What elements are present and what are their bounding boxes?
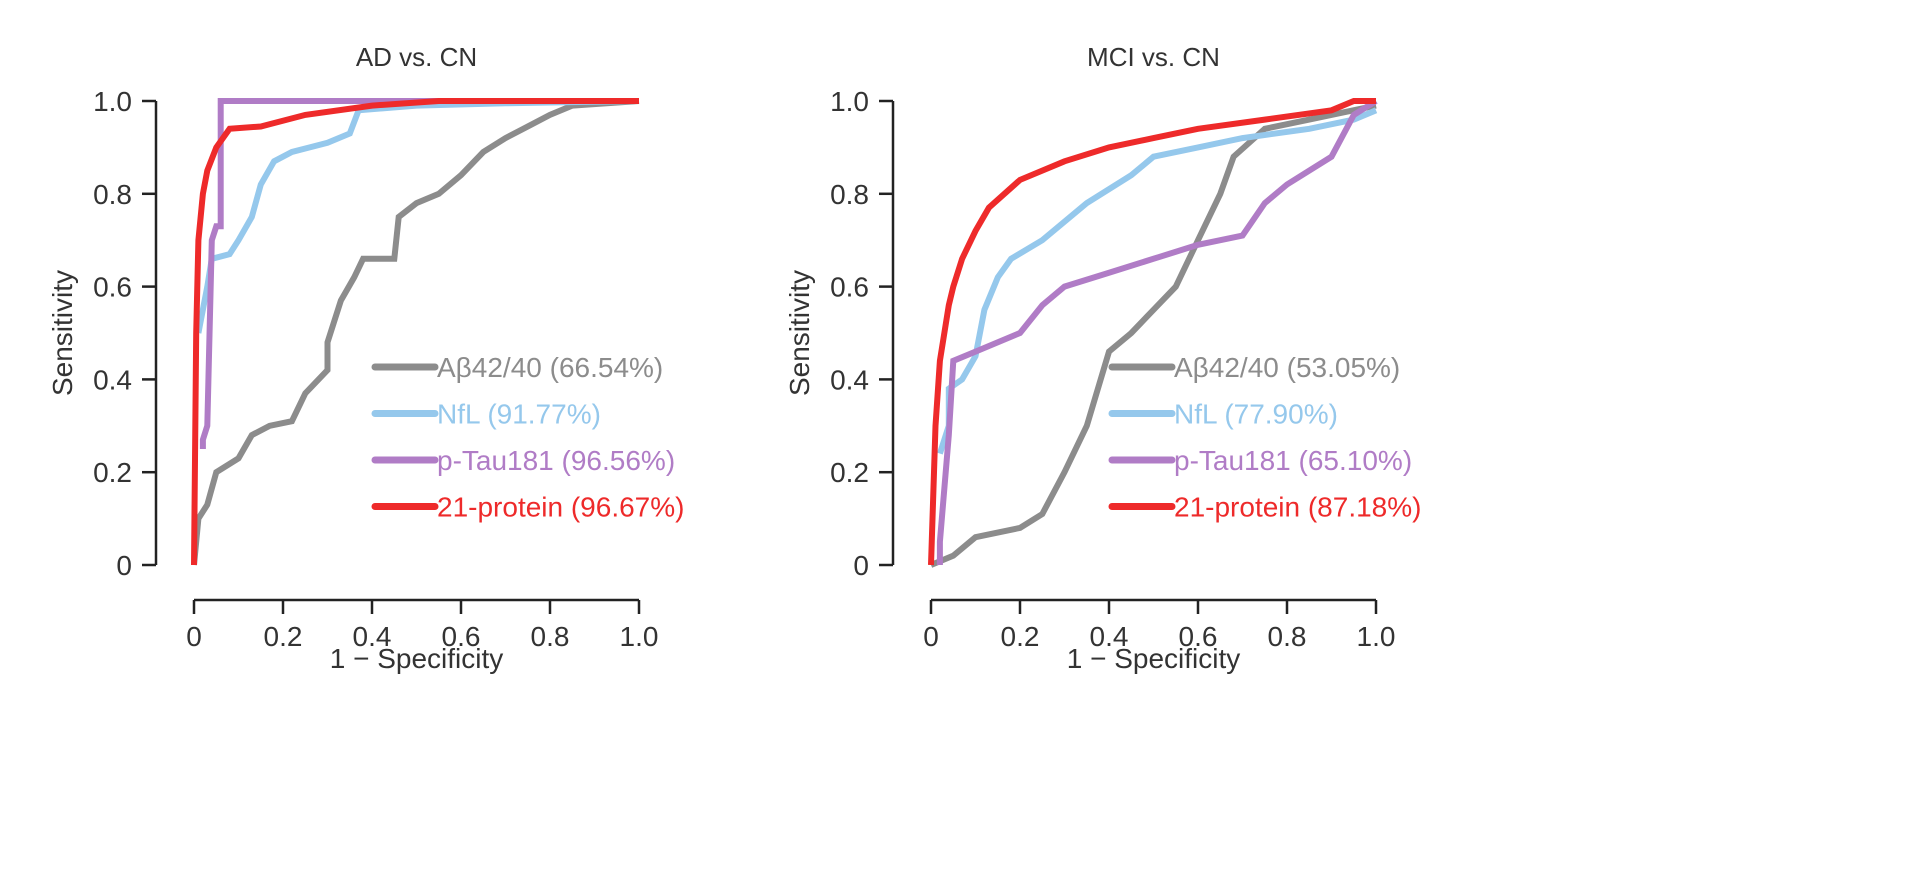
x-tick-label: 0.4 <box>1090 621 1129 652</box>
series-line-1 <box>195 98 640 334</box>
y-tick-label: 0.2 <box>93 457 132 488</box>
x-tick-label: 0.2 <box>1001 621 1040 652</box>
x-tick-label: 0.6 <box>1179 621 1218 652</box>
x-tick-label: 0.6 <box>442 621 481 652</box>
chart-panel-1: MCI vs. CN 0 0.2 0.4 0.6 0.8 1.0 0 0.2 0.4 0.6 0.8 1… <box>784 42 1421 674</box>
x-tick-label: 0.4 <box>353 621 392 652</box>
y-axis-label: Sensitivity <box>47 270 78 396</box>
y-tick-label: 0.6 <box>830 272 869 303</box>
legend-label: 21-protein (87.18%) <box>1174 492 1421 523</box>
x-axis-label: 1 − Specificity <box>1067 643 1241 674</box>
series-line-1 <box>937 107 1378 455</box>
chart-panel-0: AD vs. CN 0 0.2 0.4 0.6 0.8 1.0 0 0.2 0.4 0.6 0.8 1.… <box>47 42 684 674</box>
y-tick-label: 0.6 <box>93 272 132 303</box>
y-tick-label: 0 <box>853 550 869 581</box>
legend-label: NfL (91.77%) <box>437 399 601 430</box>
series-line-0 <box>929 102 1377 568</box>
y-tick-label: 1.0 <box>830 86 869 117</box>
legend-label: p-Tau181 (65.10%) <box>1174 445 1412 476</box>
series-line-2 <box>936 98 1378 565</box>
x-tick-label: 0.2 <box>264 621 303 652</box>
y-tick-label: 0.2 <box>830 457 869 488</box>
x-tick-label: 0.8 <box>1268 621 1307 652</box>
x-tick-label: 0.8 <box>531 621 570 652</box>
x-tick-label: 1.0 <box>1357 621 1396 652</box>
legend-label: Aβ42/40 (53.05%) <box>1174 352 1400 383</box>
legend-label: NfL (77.90%) <box>1174 399 1338 430</box>
y-tick-label: 0 <box>116 550 132 581</box>
legend-label: Aβ42/40 (66.54%) <box>437 352 663 383</box>
series-line-0 <box>191 98 640 566</box>
legend-label: p-Tau181 (96.56%) <box>437 445 675 476</box>
series-line-3 <box>928 98 1376 566</box>
y-tick-label: 0.8 <box>830 179 869 210</box>
series-line-3 <box>191 98 639 566</box>
x-tick-label: 0 <box>923 621 939 652</box>
x-tick-label: 1.0 <box>620 621 659 652</box>
chart-title: MCI vs. CN <box>1087 42 1220 72</box>
y-tick-label: 0.4 <box>830 364 869 395</box>
y-axis-label: Sensitivity <box>784 270 815 396</box>
y-tick-label: 1.0 <box>93 86 132 117</box>
y-tick-label: 0.4 <box>93 364 132 395</box>
legend-label: 21-protein (96.67%) <box>437 492 684 523</box>
series-line-2 <box>199 98 639 449</box>
x-tick-label: 0 <box>186 621 202 652</box>
chart-title: AD vs. CN <box>356 42 477 72</box>
y-tick-label: 0.8 <box>93 179 132 210</box>
x-axis-label: 1 − Specificity <box>330 643 504 674</box>
